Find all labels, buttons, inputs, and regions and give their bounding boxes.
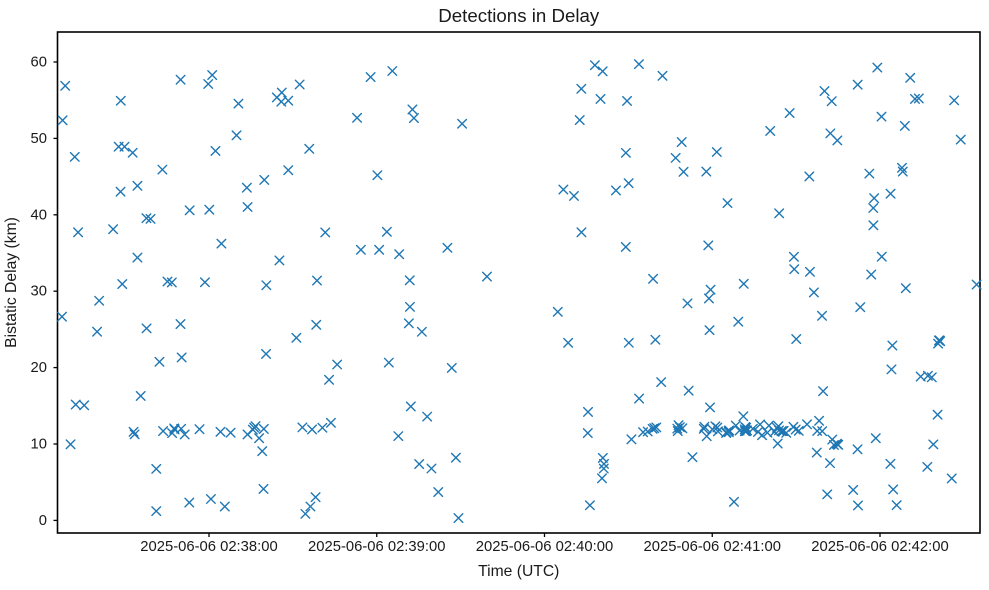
svg-text:60: 60 — [31, 55, 47, 71]
svg-text:Detections in Delay: Detections in Delay — [438, 5, 600, 26]
svg-text:2025-06-06 02:39:00: 2025-06-06 02:39:00 — [308, 539, 445, 555]
svg-text:2025-06-06 02:42:00: 2025-06-06 02:42:00 — [811, 539, 948, 555]
svg-text:40: 40 — [31, 207, 47, 223]
svg-text:0: 0 — [39, 513, 47, 529]
svg-text:2025-06-06 02:38:00: 2025-06-06 02:38:00 — [140, 539, 277, 555]
svg-text:50: 50 — [31, 131, 47, 147]
svg-text:20: 20 — [31, 360, 47, 376]
svg-text:2025-06-06 02:40:00: 2025-06-06 02:40:00 — [476, 539, 613, 555]
svg-text:Bistatic Delay (km): Bistatic Delay (km) — [3, 217, 20, 348]
svg-text:Time (UTC): Time (UTC) — [478, 563, 559, 580]
svg-text:30: 30 — [31, 284, 47, 300]
svg-text:10: 10 — [31, 437, 47, 453]
svg-text:2025-06-06 02:41:00: 2025-06-06 02:41:00 — [644, 539, 781, 555]
